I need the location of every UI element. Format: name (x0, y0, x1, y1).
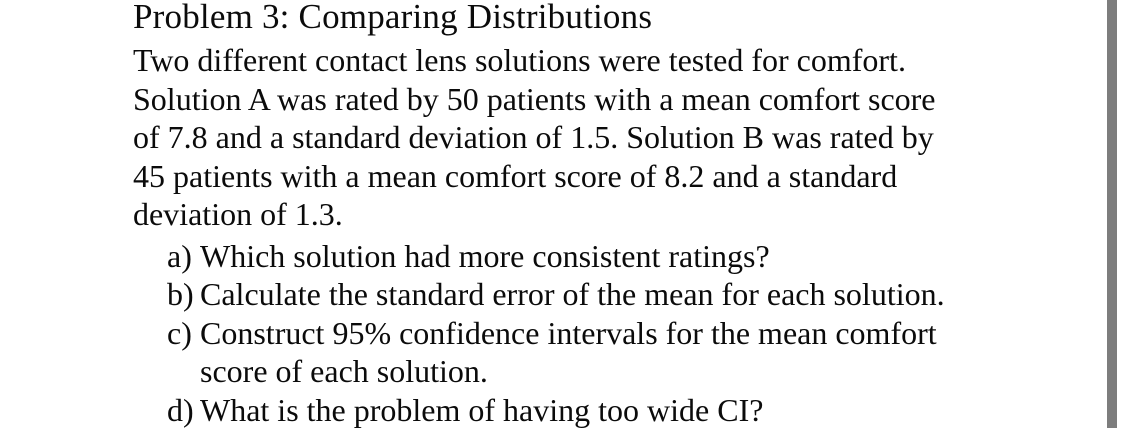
problem-block: Problem 3: Comparing Distributions Two d… (133, 0, 1013, 428)
question-text-a: Which solution had more consistent ratin… (200, 237, 1013, 276)
question-label-c: c) (167, 314, 192, 351)
paragraph-line: deviation of 1.3. (133, 196, 343, 232)
paragraph-line: 45 patients with a mean comfort score of… (133, 157, 898, 194)
question-item-d: d) What is the problem of having too wid… (167, 391, 1013, 428)
paragraph-line: of 7.8 and a standard deviation of 1.5. … (133, 119, 934, 155)
question-label-b: b) (167, 276, 194, 312)
question-item-b: b) Calculate the standard error of the m… (167, 275, 1013, 314)
question-line: Construct 95% confidence intervals for t… (200, 314, 937, 351)
problem-statement: Two different contact lens solutions wer… (133, 41, 1013, 234)
question-label-a: a) (167, 237, 192, 274)
question-item-c: c) Construct 95% confidence intervals fo… (167, 314, 1013, 391)
question-list: a) Which solution had more consistent ra… (133, 237, 1013, 428)
problem-title: Problem 3: Comparing Distributions (133, 0, 653, 36)
question-text-d: What is the problem of having too wide C… (200, 391, 1013, 428)
question-item-a: a) Which solution had more consistent ra… (167, 237, 1013, 276)
question-label-d: d) (167, 391, 194, 428)
question-line: Calculate the standard error of the mean… (200, 276, 945, 312)
question-text-b: Calculate the standard error of the mean… (200, 275, 1013, 314)
question-line: score of each solution. (200, 353, 488, 389)
paragraph-line: Solution A was rated by 50 patients with… (133, 80, 936, 117)
question-text-c: Construct 95% confidence intervals for t… (200, 314, 1013, 391)
paragraph-line: Two different contact lens solutions wer… (133, 42, 906, 78)
question-line: Which solution had more consistent ratin… (200, 237, 770, 274)
scrollbar-thumb[interactable] (1107, 0, 1117, 428)
question-line: What is the problem of having too wide C… (200, 391, 764, 428)
